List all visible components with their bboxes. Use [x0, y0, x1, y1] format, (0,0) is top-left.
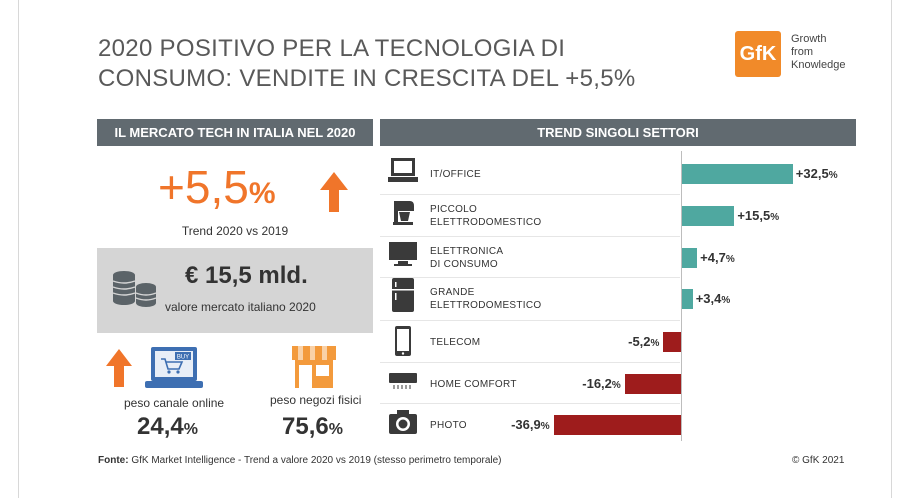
row-separator — [380, 362, 680, 363]
logo-tagline: Growth from Knowledge — [791, 33, 845, 72]
camera-icon — [389, 410, 417, 434]
tagline-line-1: Growth — [791, 33, 827, 45]
stores-share-unit: % — [328, 421, 343, 438]
bar — [554, 415, 681, 435]
smartphone-icon — [395, 326, 411, 356]
bar — [681, 289, 693, 309]
bar-value-label: +15,5% — [737, 208, 780, 223]
laptop-icon — [388, 158, 418, 182]
row-separator — [380, 403, 680, 404]
online-share: 24,4% — [137, 413, 198, 441]
bar-value-label: +4,7% — [700, 250, 735, 265]
buy-tag-text: BUY — [177, 355, 189, 361]
title-line-2: CONSUMO: VENDITE IN CRESCITA DEL +5,5% — [98, 65, 636, 92]
online-share-unit: % — [183, 421, 198, 438]
bar — [681, 164, 793, 184]
growth-unit: % — [248, 177, 276, 210]
bar-value-label: -5,2% — [628, 334, 660, 349]
source-label: Fonte: — [98, 455, 129, 466]
category-label: HOME COMFORT — [430, 378, 517, 390]
row-separator — [380, 277, 680, 278]
title-line-1: 2020 POSITIVO PER LA TECNOLOGIA DI — [98, 35, 566, 62]
market-value-label: valore mercato italiano 2020 — [165, 300, 316, 314]
stores-share: 75,6% — [282, 413, 343, 441]
growth-label: Trend 2020 vs 2019 — [181, 224, 289, 238]
chart-title: TREND SINGOLI SETTORI — [380, 119, 856, 146]
online-arrow-up-icon — [106, 349, 132, 387]
source-note: Fonte: GfK Market Intelligence - Trend a… — [98, 455, 502, 466]
bar-value-label: -36,9% — [511, 417, 550, 432]
bar — [663, 332, 681, 352]
row-separator — [380, 194, 680, 195]
coins-icon — [112, 271, 157, 307]
online-share-value: 24,4 — [137, 413, 184, 440]
category-label: IT/OFFICE — [430, 168, 482, 180]
category-label: TELECOM — [430, 336, 481, 348]
category-label: PICCOLO ELETTRODOMESTICO — [430, 204, 542, 228]
bar-value-label: -16,2% — [582, 376, 621, 391]
row-separator — [380, 236, 680, 237]
page-frame — [18, 0, 892, 498]
market-value: € 15,5 mld. — [185, 262, 308, 289]
category-label: PHOTO — [430, 419, 467, 431]
bar — [681, 206, 735, 226]
row-separator — [380, 320, 680, 321]
tagline-line-2: from — [791, 46, 813, 58]
growth-value: +5,5 — [158, 161, 249, 213]
laptop-cart-icon: BUY — [145, 347, 203, 388]
fridge-icon — [392, 278, 414, 312]
category-label: ELETTRONICA DI CONSUMO — [430, 246, 504, 270]
online-label: peso canale online — [124, 396, 225, 410]
shop-icon — [292, 346, 336, 388]
page-title: 2020 POSITIVO PER LA TECNOLOGIA DI CONSU… — [98, 34, 698, 94]
category-label: GRANDE ELETTRODOMESTICO — [430, 287, 542, 311]
air-conditioner-icon — [389, 373, 417, 389]
source-text: GfK Market Intelligence - Trend a valore… — [131, 455, 502, 466]
growth-arrow-up-icon — [320, 172, 348, 212]
gfk-logo: GfK — [735, 31, 781, 77]
stand-mixer-icon — [393, 201, 414, 225]
bar-value-label: +32,5% — [795, 166, 838, 181]
growth-figure: +5,5% — [97, 160, 373, 214]
left-panel-header: IL MERCATO TECH IN ITALIA NEL 2020 — [97, 119, 373, 146]
tagline-line-3: Knowledge — [791, 59, 846, 71]
copyright: © GfK 2021 — [792, 455, 845, 466]
tv-icon — [389, 242, 417, 266]
bar-value-label: +3,4% — [695, 291, 731, 306]
zero-axis-line — [681, 151, 682, 441]
stores-label: peso negozi fisici — [270, 393, 362, 407]
bar — [681, 248, 698, 268]
bar — [625, 374, 681, 394]
stores-share-value: 75,6 — [282, 413, 329, 440]
